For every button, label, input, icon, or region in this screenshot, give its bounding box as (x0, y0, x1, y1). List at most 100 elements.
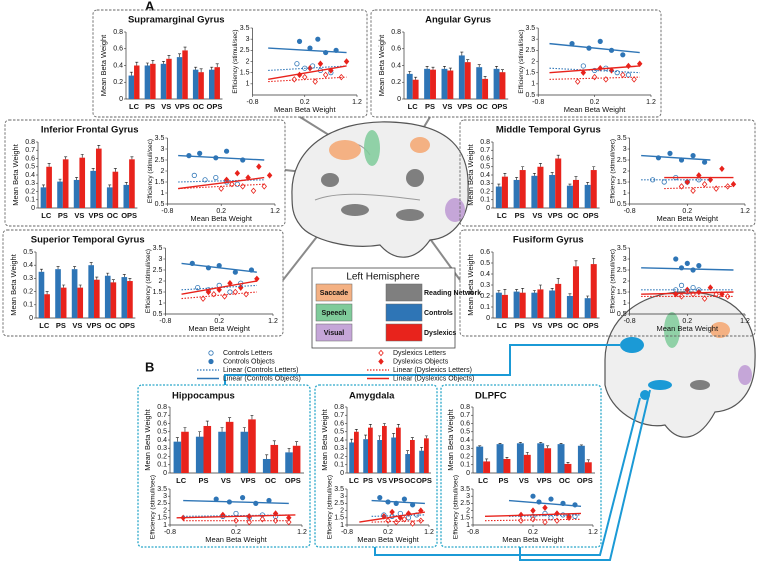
point (315, 36, 321, 42)
y-axis-label: Efficiency (stimuli/sec) (150, 475, 157, 539)
x-tick-label: PS (498, 476, 508, 485)
bar (458, 55, 465, 99)
x-tick-label: 1.2 (646, 99, 656, 106)
error-bar (592, 166, 596, 171)
y-tick-label: 3 (466, 493, 470, 500)
y-tick-label: 0.2 (334, 453, 344, 460)
bar (584, 184, 591, 208)
bar (377, 440, 382, 473)
bar (544, 448, 552, 473)
error-bar (135, 61, 139, 66)
y-tick-label: 0.4 (23, 262, 33, 269)
point (197, 150, 203, 156)
x-tick-label: PS (515, 211, 525, 220)
x-tick-label: OPS (285, 476, 301, 485)
bar (516, 443, 524, 473)
bar (555, 283, 562, 318)
bar (144, 65, 151, 99)
point (286, 518, 292, 526)
bar (564, 463, 572, 473)
y-tick-label: 0.3 (480, 180, 490, 187)
point (233, 510, 239, 517)
y-tick-label: 1 (160, 190, 164, 197)
point (218, 185, 224, 192)
y-tick-label: 3 (623, 256, 627, 263)
panel-border (2, 229, 284, 337)
error-bar (91, 168, 95, 171)
bar (40, 187, 47, 208)
x-tick-label: OPS (583, 211, 599, 220)
trend-line (664, 185, 734, 190)
point (377, 495, 383, 501)
error-bar (354, 428, 358, 432)
legend-marker (378, 358, 384, 365)
error-bar (228, 417, 232, 422)
legend-label: Speech (322, 310, 347, 317)
x-tick-label: 1.2 (268, 318, 278, 325)
panel-title: Inferior Frontal Gyrus (41, 125, 139, 136)
trend-line (178, 154, 265, 161)
error-bar (442, 66, 446, 69)
trend-line (181, 284, 257, 291)
error-bar (45, 291, 49, 295)
point (312, 78, 318, 85)
bar (160, 63, 167, 99)
error-bar (505, 457, 509, 459)
error-bar (108, 184, 112, 188)
y-tick-label: 0.5 (617, 311, 627, 318)
error-bar (122, 274, 126, 278)
error-bar (586, 459, 590, 463)
y-tick-label: 3 (163, 493, 167, 500)
bar (248, 419, 256, 473)
legend-swatch (385, 323, 423, 342)
error-bar (532, 173, 536, 176)
y-tick-label: 0 (486, 205, 490, 212)
y-tick-label: 0.8 (113, 29, 123, 36)
bar (584, 462, 592, 473)
y-tick-label: 0 (466, 470, 470, 477)
error-bar (550, 288, 554, 291)
y-tick-label: 3 (160, 146, 164, 153)
error-bar (503, 173, 507, 177)
trend-line (641, 291, 734, 295)
legend-label: Linear (Controls Letters) (223, 367, 298, 374)
error-bar (448, 67, 452, 71)
error-bar (183, 46, 187, 51)
y-axis-label: Efficiency (stimuli/sec) (518, 29, 525, 93)
y-tick-label: 0.8 (391, 29, 401, 36)
legend-swatch (315, 303, 353, 322)
y-tick-label: 2.5 (153, 267, 163, 274)
bar (482, 78, 489, 99)
x-tick-label: -0.8 (159, 318, 171, 325)
point (580, 69, 587, 76)
y-tick-label: 0.2 (480, 293, 490, 300)
error-bar (579, 444, 583, 446)
x-tick-label: PS (515, 321, 525, 330)
bar (106, 187, 113, 208)
error-bar (498, 443, 502, 445)
y-tick-label: 0.5 (23, 249, 33, 256)
trend-line (178, 179, 265, 183)
bar (406, 73, 413, 99)
bar (127, 281, 133, 318)
point (322, 71, 329, 79)
point (240, 495, 246, 501)
y-tick-label: 1.5 (617, 289, 627, 296)
legend-label: Dyslexics (424, 330, 456, 337)
legend-marker (378, 349, 384, 357)
error-bar (574, 260, 578, 267)
bar (129, 159, 135, 208)
y-tick-label: 0.8 (157, 404, 167, 411)
bar (123, 184, 130, 208)
panel-title: Hippocampus (172, 391, 235, 402)
bar (95, 148, 102, 208)
bar (531, 175, 538, 208)
bar (572, 266, 579, 318)
error-bar (167, 55, 171, 59)
x-tick-label: 0.2 (216, 208, 226, 215)
error-bar (559, 443, 563, 445)
y-axis-label: Mean Beta Weight (377, 34, 386, 96)
point (213, 496, 219, 502)
error-bar (521, 166, 525, 171)
point (233, 517, 239, 524)
